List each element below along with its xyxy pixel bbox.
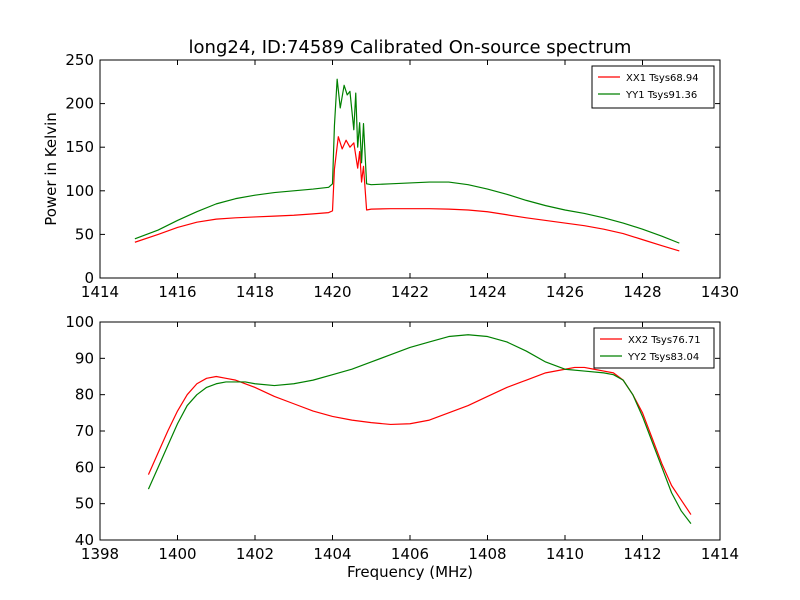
series-line-2 bbox=[147, 334, 692, 525]
x-tick-label: 1408 bbox=[468, 545, 506, 563]
y-tick-label: 60 bbox=[75, 458, 94, 476]
legend-box bbox=[591, 65, 715, 109]
y-tick-label: 0 bbox=[84, 269, 94, 287]
x-axis-label: Frequency (MHz) bbox=[347, 563, 473, 581]
x-tick-label: 1414 bbox=[81, 283, 119, 301]
y-tick-label: 100 bbox=[65, 182, 94, 200]
legend-label: YY2 Tsys83.04 bbox=[627, 352, 699, 363]
x-tick-label: 1424 bbox=[468, 283, 506, 301]
y-tick-label: 250 bbox=[65, 51, 94, 69]
x-tick-label: 1418 bbox=[236, 283, 274, 301]
x-tick-label: 1430 bbox=[701, 283, 739, 301]
legend-label: YY1 Tsys91.36 bbox=[625, 90, 697, 101]
y-axis-label: Power in Kelvin bbox=[42, 112, 60, 226]
upper-plot-panel: 1414 1416 1418 1420 1422 1424 1426 1428 1430 0 50 1… bbox=[65, 51, 739, 301]
lower-plot-panel: 1398 1400 1402 1404 1406 1408 1410 1412 1414 40 50… bbox=[65, 313, 739, 563]
x-tick-label: 1414 bbox=[701, 545, 739, 563]
x-tick-label: 1400 bbox=[158, 545, 196, 563]
legend-label: XX2 Tsys76.71 bbox=[628, 335, 701, 346]
y-tick-label: 40 bbox=[75, 531, 94, 549]
series-line-2 bbox=[134, 78, 680, 244]
legend: XX2 Tsys76.71 YY2 Tsys83.04 bbox=[593, 327, 715, 369]
x-tick-label: 1412 bbox=[623, 545, 661, 563]
x-tick-label: 1410 bbox=[546, 545, 584, 563]
x-tick-label: 1402 bbox=[236, 545, 274, 563]
y-tick-label: 200 bbox=[65, 95, 94, 113]
y-tick-label: 50 bbox=[75, 495, 94, 513]
legend-label: XX1 Tsys68.94 bbox=[626, 73, 699, 84]
series-line-1 bbox=[134, 136, 680, 252]
chart-title: long24, ID:74589 Calibrated On-source sp… bbox=[189, 37, 632, 58]
x-tick-label: 1420 bbox=[313, 283, 351, 301]
x-tick-label: 1398 bbox=[81, 545, 119, 563]
y-tick-label: 90 bbox=[75, 349, 94, 367]
y-tick-label: 150 bbox=[65, 138, 94, 156]
x-tick-label: 1404 bbox=[313, 545, 351, 563]
x-tick-label: 1426 bbox=[546, 283, 584, 301]
x-tick-label: 1416 bbox=[158, 283, 196, 301]
y-tick-label: 80 bbox=[75, 386, 94, 404]
y-tick-label: 100 bbox=[65, 313, 94, 331]
y-tick-label: 70 bbox=[75, 422, 94, 440]
legend-box bbox=[593, 327, 715, 369]
x-tick-label: 1422 bbox=[391, 283, 429, 301]
x-tick-label: 1406 bbox=[391, 545, 429, 563]
y-tick-label: 50 bbox=[75, 225, 94, 243]
x-tick-label: 1428 bbox=[623, 283, 661, 301]
legend: XX1 Tsys68.94 YY1 Tsys91.36 bbox=[591, 65, 715, 109]
